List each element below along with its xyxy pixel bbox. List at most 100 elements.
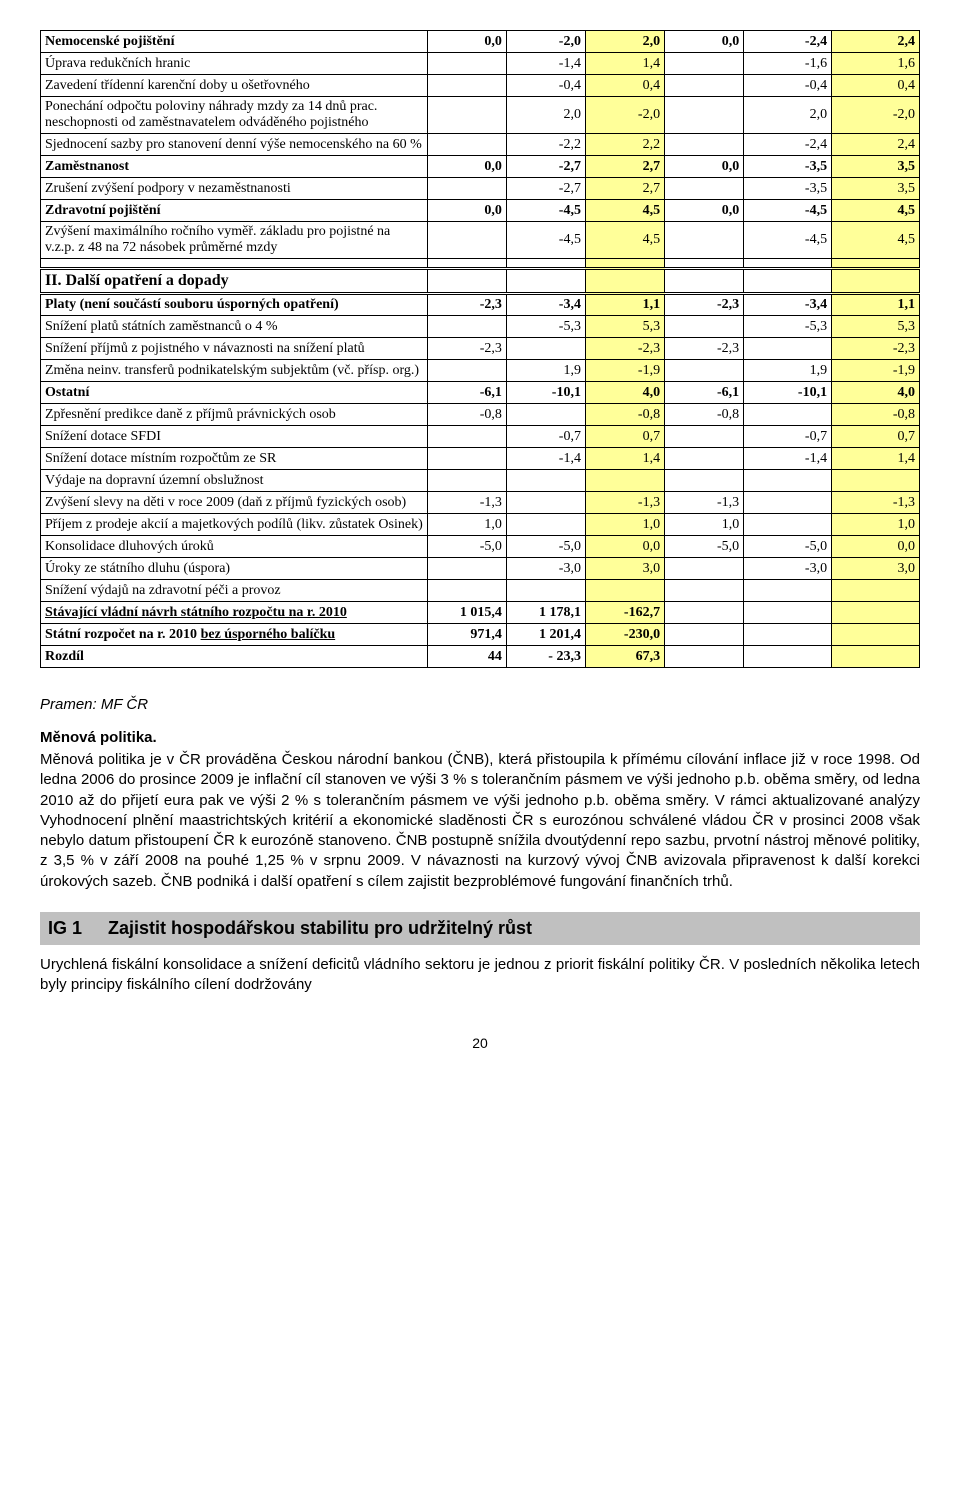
table-row: Změna neinv. transferů podnikatelským su… <box>41 360 920 382</box>
cell <box>832 602 920 624</box>
cell <box>744 624 832 646</box>
cell <box>585 470 664 492</box>
cell: 1,1 <box>832 294 920 316</box>
paragraph-monetary-policy: Měnová politika je v ČR prováděna Českou… <box>40 750 920 892</box>
cell <box>427 222 506 259</box>
cell <box>665 360 744 382</box>
cell: -2,7 <box>506 156 585 178</box>
cell: -2,3 <box>427 294 506 316</box>
cell: 2,7 <box>585 178 664 200</box>
cell: 2,0 <box>585 31 664 53</box>
cell: 1,4 <box>832 448 920 470</box>
cell: 1 178,1 <box>506 602 585 624</box>
table-row: Zvýšení maximálního ročního vyměř. zákla… <box>41 222 920 259</box>
cell: -2,7 <box>506 178 585 200</box>
cell: 67,3 <box>585 646 664 668</box>
cell: -0,7 <box>744 426 832 448</box>
ig-code: IG 1 <box>48 918 108 939</box>
cell: -2,4 <box>744 134 832 156</box>
row-label: Zavedení třídenní karenční doby u ošetřo… <box>41 75 428 97</box>
cell <box>427 448 506 470</box>
table-row: Úprava redukčních hranic-1,41,4-1,61,6 <box>41 53 920 75</box>
cell <box>665 426 744 448</box>
cell <box>665 646 744 668</box>
cell <box>506 580 585 602</box>
cell: - 23,3 <box>506 646 585 668</box>
table-row: Úroky ze státního dluhu (úspora)-3,03,0-… <box>41 558 920 580</box>
cell <box>665 602 744 624</box>
section-title: II. Další opatření a dopady <box>41 269 428 294</box>
cell <box>506 492 585 514</box>
cell: -4,5 <box>744 222 832 259</box>
cell: 1 015,4 <box>427 602 506 624</box>
row-label: Ostatní <box>41 382 428 404</box>
table-row: Rozdíl44- 23,367,3 <box>41 646 920 668</box>
cell <box>665 222 744 259</box>
cell: -5,0 <box>427 536 506 558</box>
cell: -2,3 <box>427 338 506 360</box>
cell: -1,4 <box>506 53 585 75</box>
cell: -5,0 <box>744 536 832 558</box>
cell <box>665 448 744 470</box>
cell: 44 <box>427 646 506 668</box>
cell: 0,7 <box>832 426 920 448</box>
cell <box>427 426 506 448</box>
row-label: Příjem z prodeje akcií a majetkových pod… <box>41 514 428 536</box>
cell <box>744 646 832 668</box>
row-label: Změna neinv. transferů podnikatelským su… <box>41 360 428 382</box>
cell: 4,5 <box>832 200 920 222</box>
cell: -4,5 <box>506 222 585 259</box>
cell: -10,1 <box>506 382 585 404</box>
cell: 1 201,4 <box>506 624 585 646</box>
cell <box>427 269 506 294</box>
heading-monetary-policy: Měnová politika. <box>40 729 920 746</box>
cell: 4,5 <box>585 200 664 222</box>
table-row: Zdravotní pojištění0,0-4,54,50,0-4,54,5 <box>41 200 920 222</box>
cell <box>744 492 832 514</box>
cell: -1,9 <box>832 360 920 382</box>
cell: -1,4 <box>506 448 585 470</box>
table-row: Příjem z prodeje akcií a majetkových pod… <box>41 514 920 536</box>
cell <box>832 580 920 602</box>
source-line: Pramen: MF ČR <box>40 696 920 713</box>
cell: 0,4 <box>832 75 920 97</box>
cell <box>665 580 744 602</box>
table-row: Státní rozpočet na r. 2010 bez úsporného… <box>41 624 920 646</box>
cell: -0,8 <box>665 404 744 426</box>
cell: -2,0 <box>506 31 585 53</box>
row-label: Snížení výdajů na zdravotní péči a provo… <box>41 580 428 602</box>
cell: -4,5 <box>744 200 832 222</box>
cell <box>427 558 506 580</box>
cell <box>832 470 920 492</box>
spacer-row <box>41 259 920 269</box>
row-label: Sjednocení sazby pro stanovení denní výš… <box>41 134 428 156</box>
row-label: Konsolidace dluhových úroků <box>41 536 428 558</box>
row-label: Rozdíl <box>41 646 428 668</box>
row-label: Zvýšení maximálního ročního vyměř. zákla… <box>41 222 428 259</box>
cell <box>665 134 744 156</box>
table-row: Stávající vládní návrh státního rozpočtu… <box>41 602 920 624</box>
cell: -1,9 <box>585 360 664 382</box>
cell <box>744 470 832 492</box>
cell: -230,0 <box>585 624 664 646</box>
table-row: Zavedení třídenní karenční doby u ošetřo… <box>41 75 920 97</box>
cell: 1,9 <box>744 360 832 382</box>
table-row: Konsolidace dluhových úroků-5,0-5,00,0-5… <box>41 536 920 558</box>
row-label: Nemocenské pojištění <box>41 31 428 53</box>
row-label: Platy (není součástí souboru úsporných o… <box>41 294 428 316</box>
cell: 3,5 <box>832 156 920 178</box>
cell: 2,4 <box>832 134 920 156</box>
cell: -1,6 <box>744 53 832 75</box>
cell: -0,7 <box>506 426 585 448</box>
cell: -1,3 <box>427 492 506 514</box>
cell <box>665 316 744 338</box>
cell: 5,3 <box>585 316 664 338</box>
cell: 0,0 <box>832 536 920 558</box>
row-label: Úroky ze státního dluhu (úspora) <box>41 558 428 580</box>
cell: 0,0 <box>665 156 744 178</box>
cell: -2,2 <box>506 134 585 156</box>
cell: -5,3 <box>506 316 585 338</box>
cell: 971,4 <box>427 624 506 646</box>
cell <box>427 178 506 200</box>
cell <box>665 53 744 75</box>
